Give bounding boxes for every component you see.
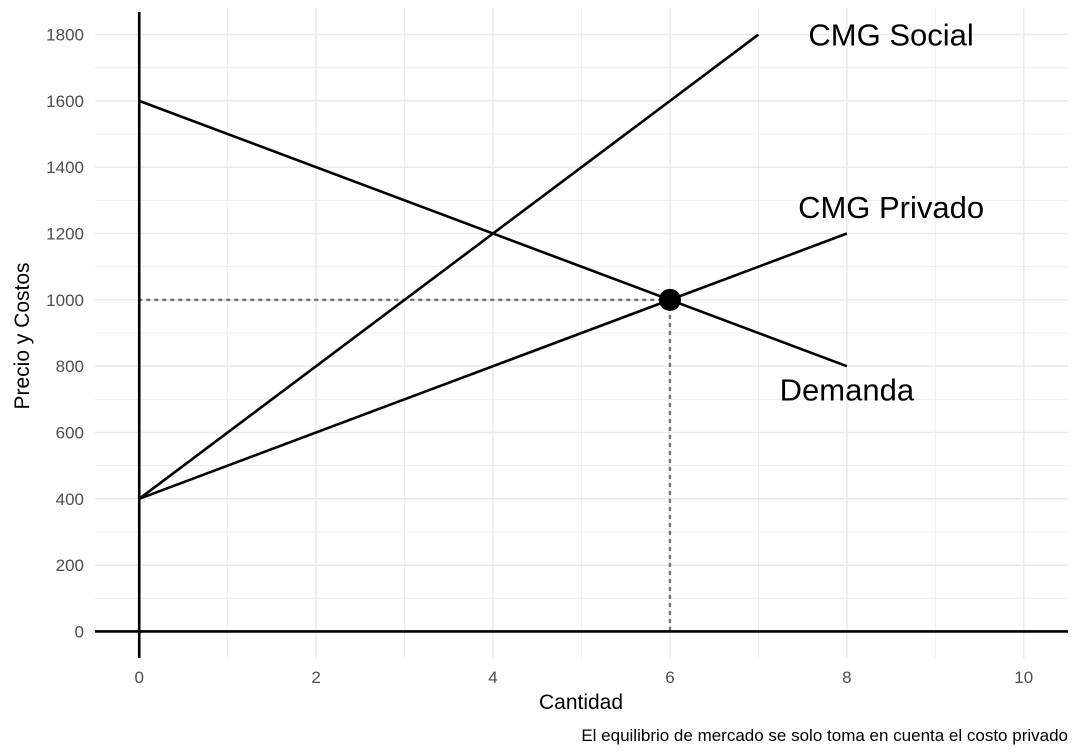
y-tick-label: 1600 xyxy=(46,92,84,111)
x-tick-label: 6 xyxy=(665,668,674,687)
y-tick-label: 200 xyxy=(56,556,84,575)
x-tick-label: 0 xyxy=(134,668,143,687)
y-tick-label: 0 xyxy=(75,622,84,641)
series-line-cmg-privado xyxy=(138,232,848,501)
x-tick-label: 10 xyxy=(1014,668,1033,687)
y-tick-label: 1400 xyxy=(46,158,84,177)
y-tick-label: 400 xyxy=(56,490,84,509)
x-axis-title: Cantidad xyxy=(539,691,623,714)
y-tick-label: 1800 xyxy=(46,26,84,45)
y-tick-label: 1000 xyxy=(46,291,84,310)
equilibrium-point xyxy=(658,288,681,311)
series-label-cmg-privado: CMG Privado xyxy=(798,190,984,225)
series-line-demanda xyxy=(138,99,848,368)
y-tick-label: 800 xyxy=(56,357,84,376)
y-tick-label: 600 xyxy=(56,423,84,442)
x-tick-label: 4 xyxy=(488,668,497,687)
series-line-cmg-social xyxy=(138,33,760,500)
axes xyxy=(95,12,1068,658)
x-tick-label: 8 xyxy=(842,668,851,687)
y-tick-label: 1200 xyxy=(46,225,84,244)
series-label-cmg-social: CMG Social xyxy=(808,18,973,53)
series-label-demanda: Demanda xyxy=(780,372,915,407)
tick-labels: 0 2 4 6 8 10 0 200 400 600 800 1000 1200 1400 1600 1800 xyxy=(46,26,1033,687)
series-labels: CMG Social CMG Privado Demanda xyxy=(780,18,984,408)
series xyxy=(138,33,848,501)
chart-caption: El equilibrio de mercado se solo toma en… xyxy=(581,726,1068,745)
x-tick-label: 2 xyxy=(311,668,320,687)
y-axis-title: Precio y Costos xyxy=(11,262,34,409)
